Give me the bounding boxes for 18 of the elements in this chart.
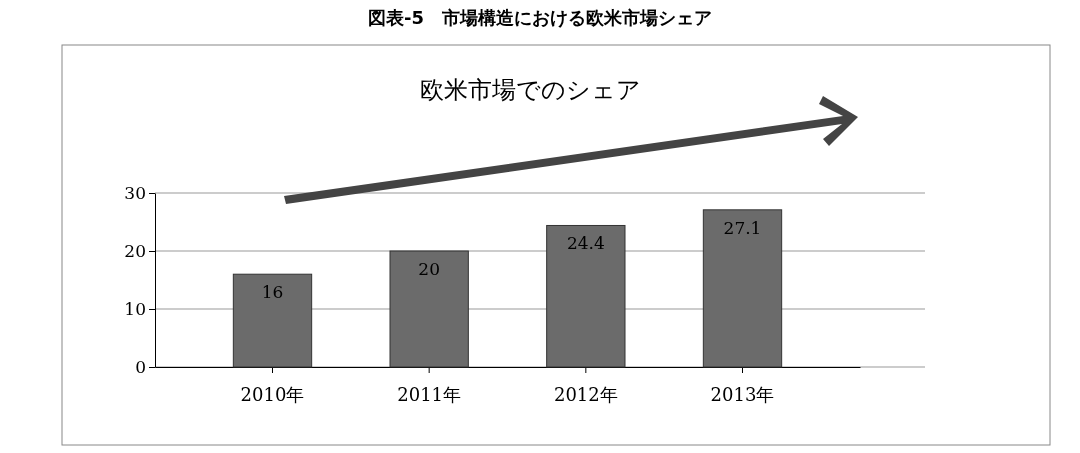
x-tick-label: 2012年	[553, 384, 618, 406]
bar	[546, 224, 626, 368]
data-label: 20	[418, 259, 440, 279]
y-tick-label: 10	[124, 298, 146, 319]
y-tick-label: 30	[124, 182, 146, 203]
x-tick-label: 2013年	[710, 384, 775, 406]
chart-subtitle: 欧米市場でのシェア	[419, 76, 641, 104]
data-label: 27.1	[723, 217, 762, 238]
bar	[232, 273, 313, 368]
data-label: 24.4	[566, 233, 605, 254]
y-tick-label: 20	[124, 240, 146, 261]
chart-title: 図表-5 市場構造における欧米市場シェア	[368, 7, 712, 28]
bar	[702, 209, 783, 368]
bar	[389, 250, 469, 368]
data-label: 16	[261, 282, 284, 303]
x-tick-label: 2010年	[240, 384, 305, 406]
y-tick-label: 0	[135, 356, 146, 377]
x-tick-label: 2011年	[397, 384, 462, 406]
